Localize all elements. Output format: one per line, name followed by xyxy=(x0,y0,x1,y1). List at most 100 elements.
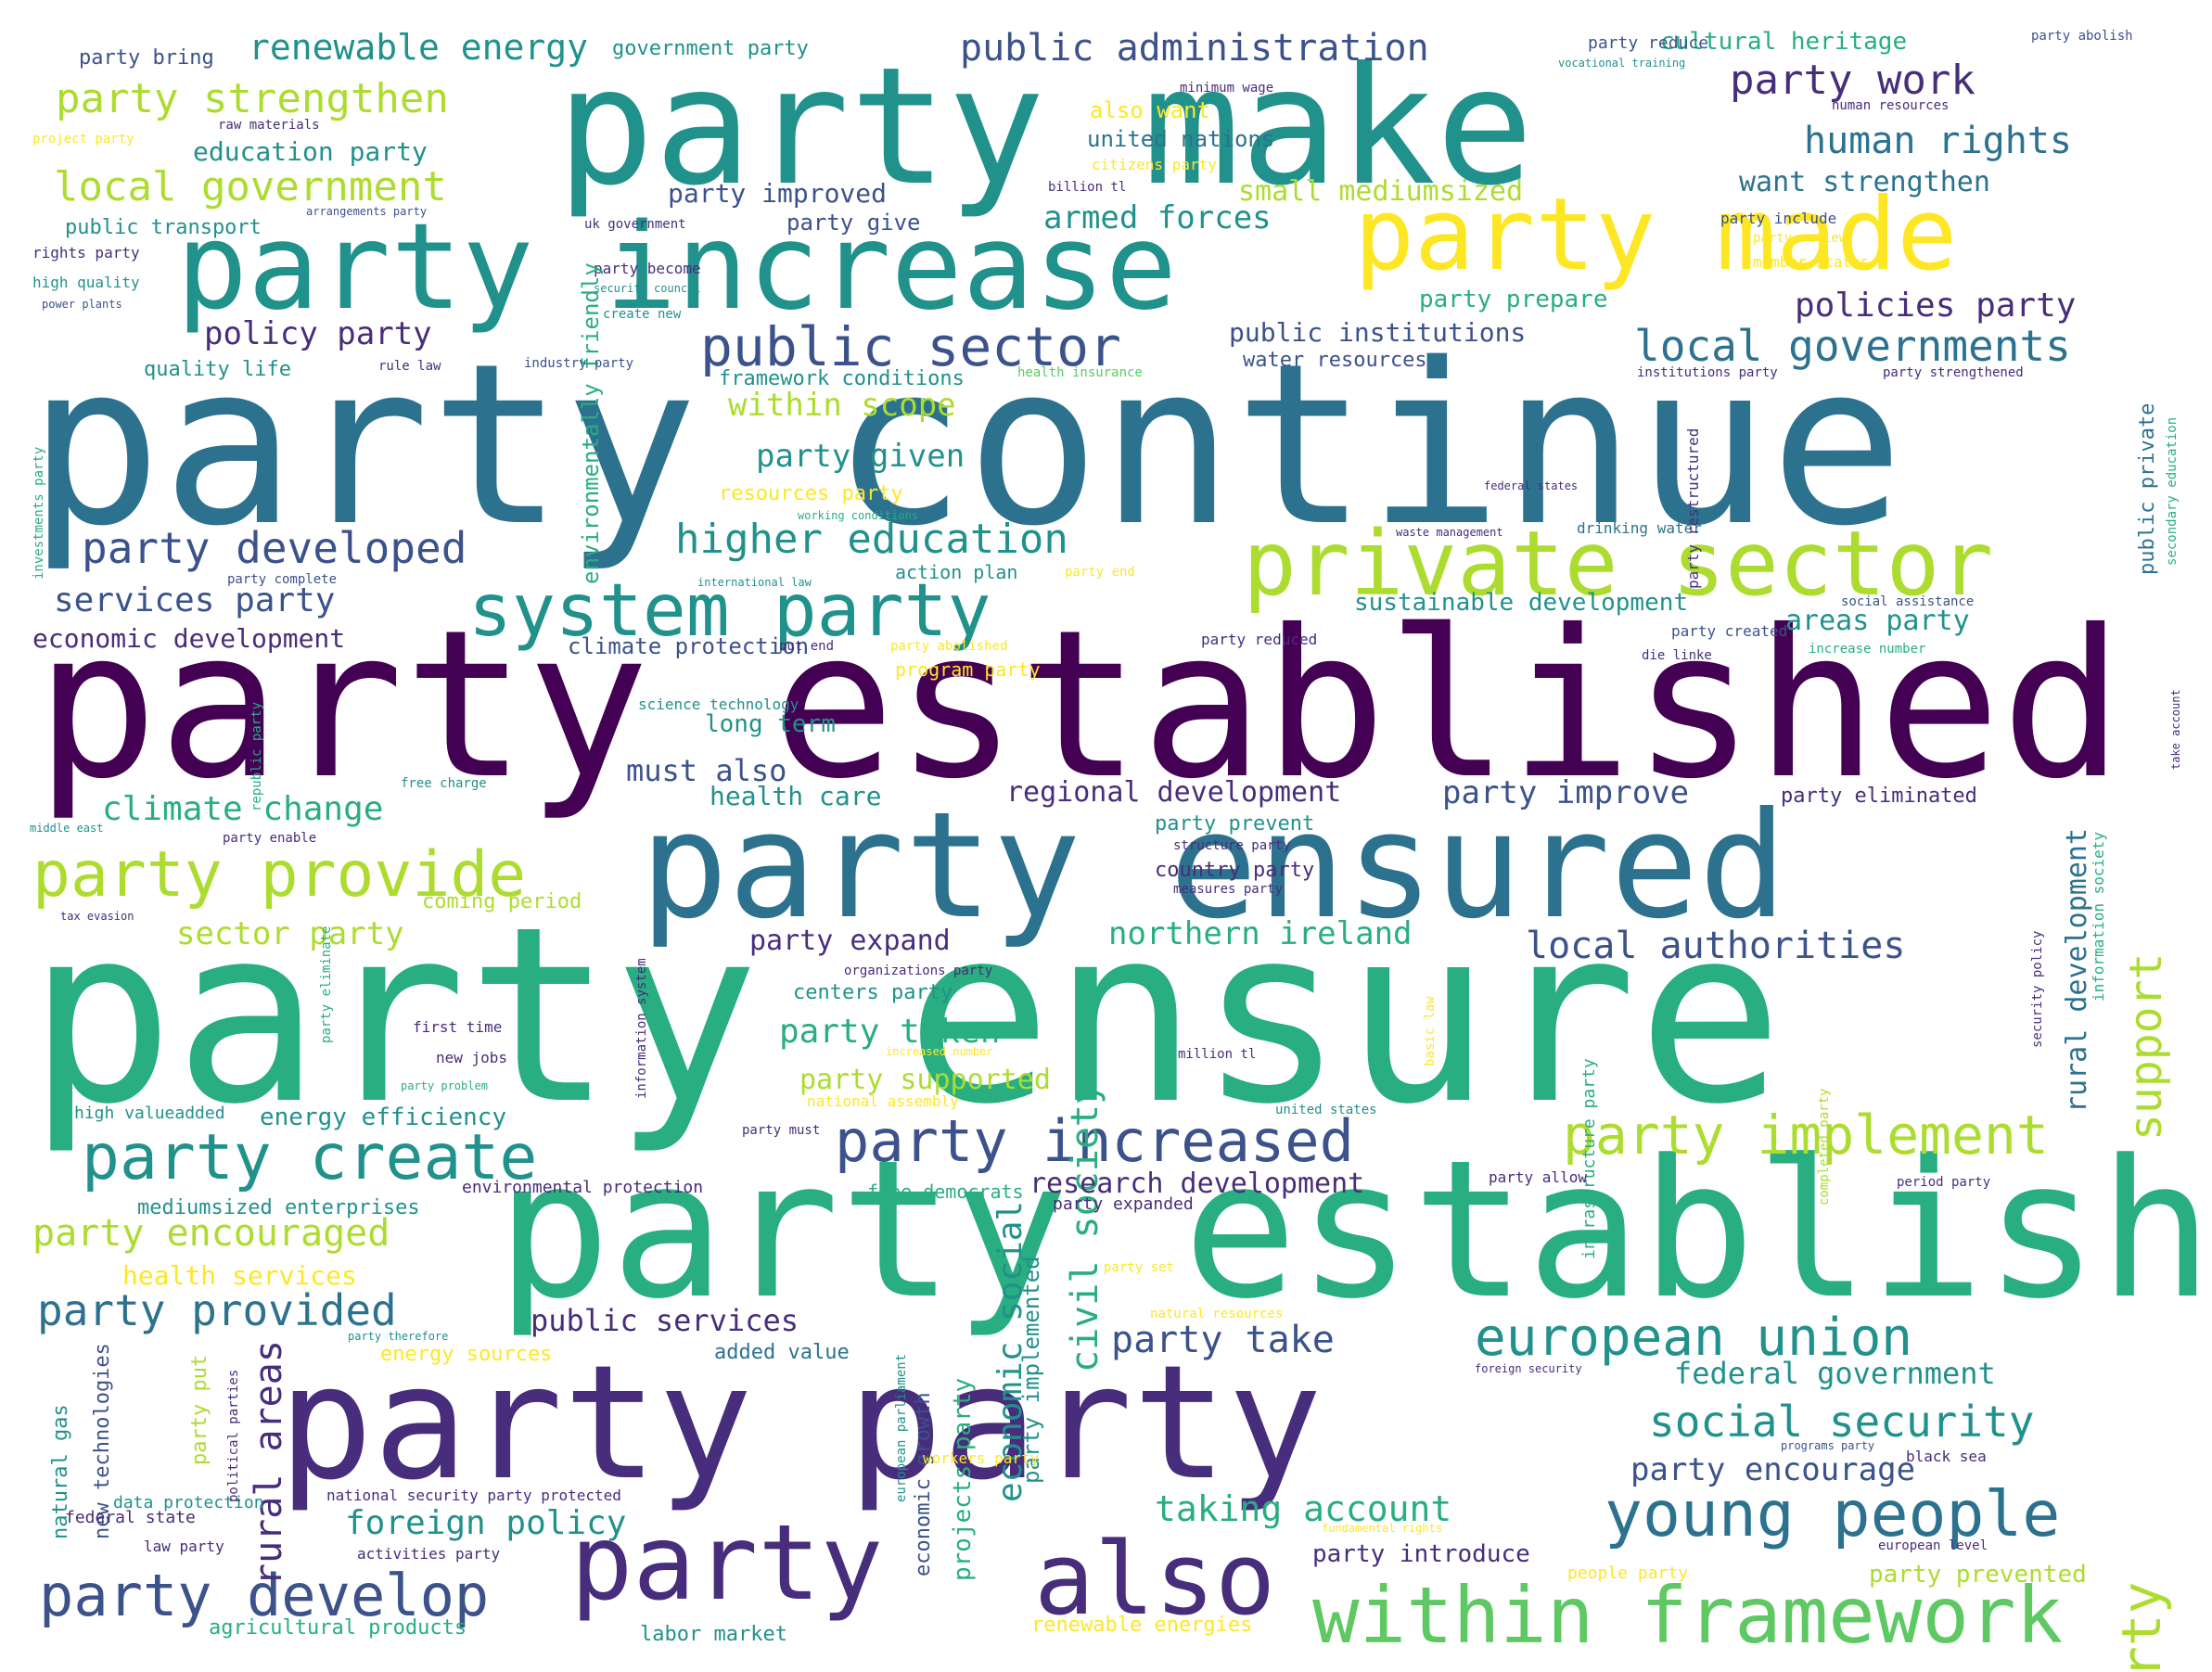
word: citizens party xyxy=(1092,156,1217,173)
word: investments party xyxy=(32,446,46,580)
word: public private xyxy=(2136,402,2159,575)
word: within framework xyxy=(1312,1570,2064,1661)
word: party review xyxy=(1753,231,1848,246)
word: local authorities xyxy=(1526,925,1906,967)
word: party strengthened xyxy=(1883,365,2024,380)
word: party xyxy=(2110,1581,2173,1672)
word: party take xyxy=(1111,1319,1335,1361)
word: renewable energy xyxy=(249,27,589,68)
word: new jobs xyxy=(436,1049,508,1066)
word: science technology xyxy=(638,696,799,713)
word: research development xyxy=(1029,1168,1365,1200)
word: party put xyxy=(188,1354,211,1465)
word: human resources xyxy=(1832,98,1950,113)
word: period party xyxy=(1897,1175,1991,1190)
word: coming period xyxy=(422,890,582,913)
word: environmentally friendly xyxy=(578,262,604,584)
word: armed forces xyxy=(1043,199,1272,236)
word: programs party xyxy=(1781,1439,1875,1452)
word: government party xyxy=(612,37,809,60)
word: power plants xyxy=(42,298,122,311)
word: party allow xyxy=(1489,1168,1587,1186)
word: party enable xyxy=(223,831,317,846)
word: party eliminated xyxy=(1781,785,1977,808)
word: areas party xyxy=(1785,605,1970,637)
word: arrangements party xyxy=(306,205,428,218)
word: increased number xyxy=(886,1045,993,1058)
word: party improved xyxy=(668,178,888,209)
word: small mediumsized xyxy=(1238,175,1524,208)
word: rights party xyxy=(32,244,140,262)
word: first time xyxy=(413,1018,503,1036)
word: party therefore xyxy=(348,1330,449,1343)
word: waste management xyxy=(1396,526,1503,539)
word: political parties xyxy=(226,1369,241,1502)
word: health care xyxy=(710,781,882,811)
word: party encourage xyxy=(1630,1451,1916,1488)
word: uk government xyxy=(584,217,686,232)
word: party implement xyxy=(1563,1104,2049,1167)
word: party prepare xyxy=(1419,286,1608,313)
word: within scope xyxy=(728,387,956,424)
word: policies party xyxy=(1795,287,2077,325)
word: information system xyxy=(634,958,649,1099)
word: party give xyxy=(786,210,921,236)
word: data protection xyxy=(113,1493,264,1512)
word: party restructured xyxy=(1684,428,1702,589)
word: party provide xyxy=(32,838,527,912)
word: party prevent xyxy=(1155,812,1315,836)
word: increase number xyxy=(1809,642,1926,657)
word: foreign security xyxy=(1475,1362,1582,1375)
word: federal government xyxy=(1674,1356,1996,1391)
word: energy sources xyxy=(380,1343,553,1366)
word: public administration xyxy=(960,27,1429,70)
word: health services xyxy=(122,1260,357,1291)
word: long term xyxy=(705,710,836,738)
word: centers party xyxy=(793,981,953,1004)
word: party create xyxy=(82,1121,538,1194)
word: public sector xyxy=(700,315,1121,378)
word: high quality xyxy=(32,274,140,291)
word: economic growth xyxy=(912,1392,935,1576)
word: party abolish xyxy=(2031,29,2133,44)
word: party become xyxy=(594,260,701,277)
word: support xyxy=(2120,952,2172,1141)
word: tax evasion xyxy=(60,910,134,923)
word: fundamental rights xyxy=(1322,1522,1443,1535)
word: rural areas xyxy=(248,1340,290,1586)
word: vocational training xyxy=(1558,57,1686,70)
word: quality life xyxy=(144,358,291,381)
word: industry party xyxy=(524,356,634,371)
word: local governments xyxy=(1634,321,2071,371)
word: party expand xyxy=(749,925,951,957)
word: party end xyxy=(1065,565,1135,580)
word: civil society xyxy=(1064,1081,1106,1372)
word: taking account xyxy=(1155,1488,1452,1529)
word: sustainable development xyxy=(1354,589,1689,617)
word: party make xyxy=(556,33,1534,222)
word: create new xyxy=(603,307,682,322)
word: added value xyxy=(714,1341,850,1364)
word: party supported xyxy=(799,1064,1051,1096)
word: energy efficiency xyxy=(260,1104,507,1131)
word: party abolished xyxy=(890,639,1008,654)
word: information society xyxy=(2090,831,2107,1002)
word: free democrats xyxy=(867,1181,1024,1203)
word: services party xyxy=(54,581,336,619)
word: middle east xyxy=(30,822,104,835)
word: projects party xyxy=(949,1377,977,1581)
word: put end xyxy=(779,639,835,654)
word: secondary education xyxy=(2165,416,2180,566)
word: institutions party xyxy=(1637,365,1778,380)
word: want strengthen xyxy=(1739,166,1990,198)
word: mediumsized enterprises xyxy=(137,1196,420,1219)
word: take account xyxy=(2169,689,2182,770)
word: also want xyxy=(1090,97,1211,123)
word: system party xyxy=(468,569,991,653)
word: project party xyxy=(32,132,134,147)
word: organizations party xyxy=(844,964,993,978)
word: party increased xyxy=(835,1107,1354,1175)
word: environmental protection xyxy=(462,1178,704,1197)
word: public institutions xyxy=(1229,317,1527,348)
